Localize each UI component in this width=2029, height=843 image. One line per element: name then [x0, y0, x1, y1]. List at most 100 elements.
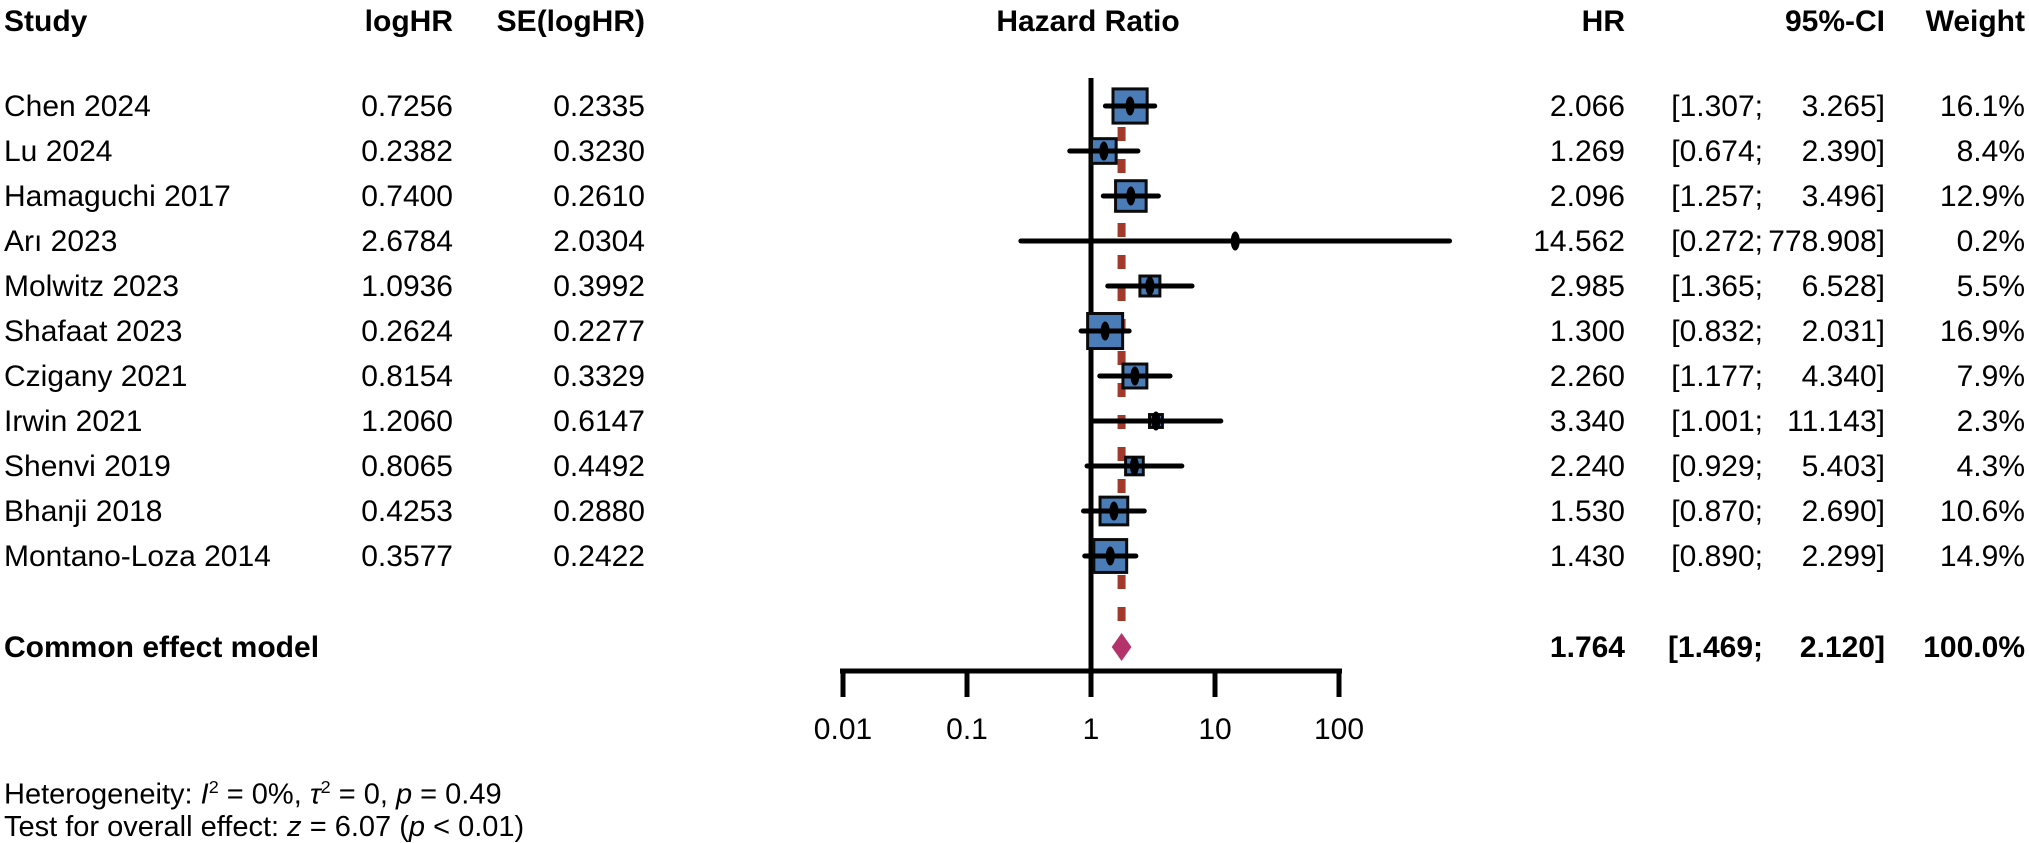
ci-lower-value: [0.832;: [1671, 315, 1763, 348]
se-loghr-value: 0.3230: [553, 135, 645, 168]
loghr-value: 0.7400: [361, 180, 453, 213]
weight-value: 16.1%: [1939, 90, 2025, 123]
hr-value: 3.340: [1549, 405, 1625, 438]
hr-value: 1.269: [1549, 135, 1625, 168]
se-loghr-value: 0.2422: [553, 540, 645, 573]
se-loghr-value: 0.2610: [553, 180, 645, 213]
study-name: Arı 2023: [4, 225, 118, 258]
weight-value: 12.9%: [1939, 180, 2025, 213]
ci-upper-value: 5.403]: [1801, 450, 1885, 483]
summary-ci-upper-value: 2.120]: [1799, 631, 1885, 664]
loghr-value: 2.6784: [361, 225, 453, 258]
se-loghr-value: 0.6147: [553, 405, 645, 438]
ci-lower-value: [0.272;: [1671, 225, 1763, 258]
point-marker: [1151, 411, 1161, 431]
heterogeneity-stats: Heterogeneity: I2 = 0%, τ2 = 0, p = 0.49: [4, 777, 502, 811]
point-marker: [1129, 456, 1139, 476]
ci-lower-value: [1.307;: [1671, 90, 1763, 123]
study-name: Shafaat 2023: [4, 315, 183, 348]
hr-value: 2.096: [1549, 180, 1625, 213]
weight-value: 14.9%: [1939, 540, 2025, 573]
ci-upper-value: 3.496]: [1801, 180, 1885, 213]
study-name: Irwin 2021: [4, 405, 143, 438]
loghr-value: 0.8065: [361, 450, 453, 483]
column-header-95ci: 95%-CI: [1784, 5, 1885, 38]
study-name: Montano-Loza 2014: [4, 540, 271, 573]
axis-tick-label: 10: [1198, 713, 1231, 746]
column-header-weight: Weight: [1925, 5, 2025, 38]
ci-upper-value: 3.265]: [1801, 90, 1885, 123]
ci-lower-value: [0.870;: [1671, 495, 1763, 528]
point-marker: [1130, 366, 1140, 386]
study-name: Molwitz 2023: [4, 270, 180, 303]
ci-upper-value: 6.528]: [1801, 270, 1885, 303]
weight-value: 7.9%: [1956, 360, 2025, 393]
ci-lower-value: [0.674;: [1671, 135, 1763, 168]
ci-lower-value: [0.890;: [1671, 540, 1763, 573]
study-name: Bhanji 2018: [4, 495, 163, 528]
ci-lower-value: [1.257;: [1671, 180, 1763, 213]
overall-effect-stats: Test for overall effect: z = 6.07 (p < 0…: [4, 811, 525, 843]
column-header-se-loghr: SE(logHR): [496, 5, 645, 38]
se-loghr-value: 2.0304: [553, 225, 645, 258]
weight-value: 5.5%: [1956, 270, 2025, 303]
loghr-value: 0.2624: [361, 315, 453, 348]
column-header-hr: HR: [1581, 5, 1625, 38]
ci-upper-value: 778.908]: [1768, 225, 1885, 258]
hr-value: 1.530: [1549, 495, 1625, 528]
point-marker: [1105, 546, 1115, 566]
summary-hr-value: 1.764: [1549, 631, 1625, 664]
se-loghr-value: 0.2335: [553, 90, 645, 123]
point-marker: [1100, 321, 1110, 341]
hr-value: 2.066: [1549, 90, 1625, 123]
se-loghr-value: 0.3992: [553, 270, 645, 303]
column-header-hazard-ratio: Hazard Ratio: [996, 5, 1180, 38]
point-marker: [1109, 501, 1119, 521]
study-name: Hamaguchi 2017: [4, 180, 231, 213]
hr-value: 1.430: [1549, 540, 1625, 573]
weight-value: 4.3%: [1956, 450, 2025, 483]
hr-value: 2.985: [1549, 270, 1625, 303]
ci-lower-value: [1.365;: [1671, 270, 1763, 303]
loghr-value: 1.2060: [361, 405, 453, 438]
weight-value: 16.9%: [1939, 315, 2025, 348]
ci-upper-value: 2.390]: [1801, 135, 1885, 168]
loghr-value: 1.0936: [361, 270, 453, 303]
summary-diamond: [1111, 633, 1132, 661]
se-loghr-value: 0.3329: [553, 360, 645, 393]
axis-tick-label: 100: [1314, 713, 1364, 746]
se-loghr-value: 0.2277: [553, 315, 645, 348]
point-marker: [1099, 141, 1109, 161]
hr-value: 14.562: [1533, 225, 1625, 258]
point-marker: [1230, 231, 1240, 251]
hr-value: 2.240: [1549, 450, 1625, 483]
study-name: Czigany 2021: [4, 360, 188, 393]
point-marker: [1126, 186, 1136, 206]
weight-value: 0.2%: [1956, 225, 2025, 258]
summary-model-label: Common effect model: [4, 631, 320, 664]
study-name: Shenvi 2019: [4, 450, 171, 483]
point-marker: [1145, 276, 1155, 296]
loghr-value: 0.2382: [361, 135, 453, 168]
ci-upper-value: 2.031]: [1801, 315, 1885, 348]
loghr-value: 0.3577: [361, 540, 453, 573]
ci-lower-value: [0.929;: [1671, 450, 1763, 483]
ci-lower-value: [1.001;: [1671, 405, 1763, 438]
axis-tick-label: 1: [1083, 713, 1100, 746]
se-loghr-value: 0.2880: [553, 495, 645, 528]
loghr-value: 0.7256: [361, 90, 453, 123]
ci-upper-value: 2.690]: [1801, 495, 1885, 528]
axis-tick-label: 0.01: [814, 713, 872, 746]
weight-value: 10.6%: [1939, 495, 2025, 528]
axis-tick-label: 0.1: [946, 713, 988, 746]
loghr-value: 0.4253: [361, 495, 453, 528]
summary-weight-value: 100.0%: [1923, 631, 2025, 664]
hr-value: 2.260: [1549, 360, 1625, 393]
point-marker: [1125, 96, 1135, 116]
column-header-study: Study: [4, 5, 88, 38]
ci-upper-value: 4.340]: [1801, 360, 1885, 393]
weight-value: 2.3%: [1956, 405, 2025, 438]
column-header-loghr: logHR: [364, 5, 453, 38]
